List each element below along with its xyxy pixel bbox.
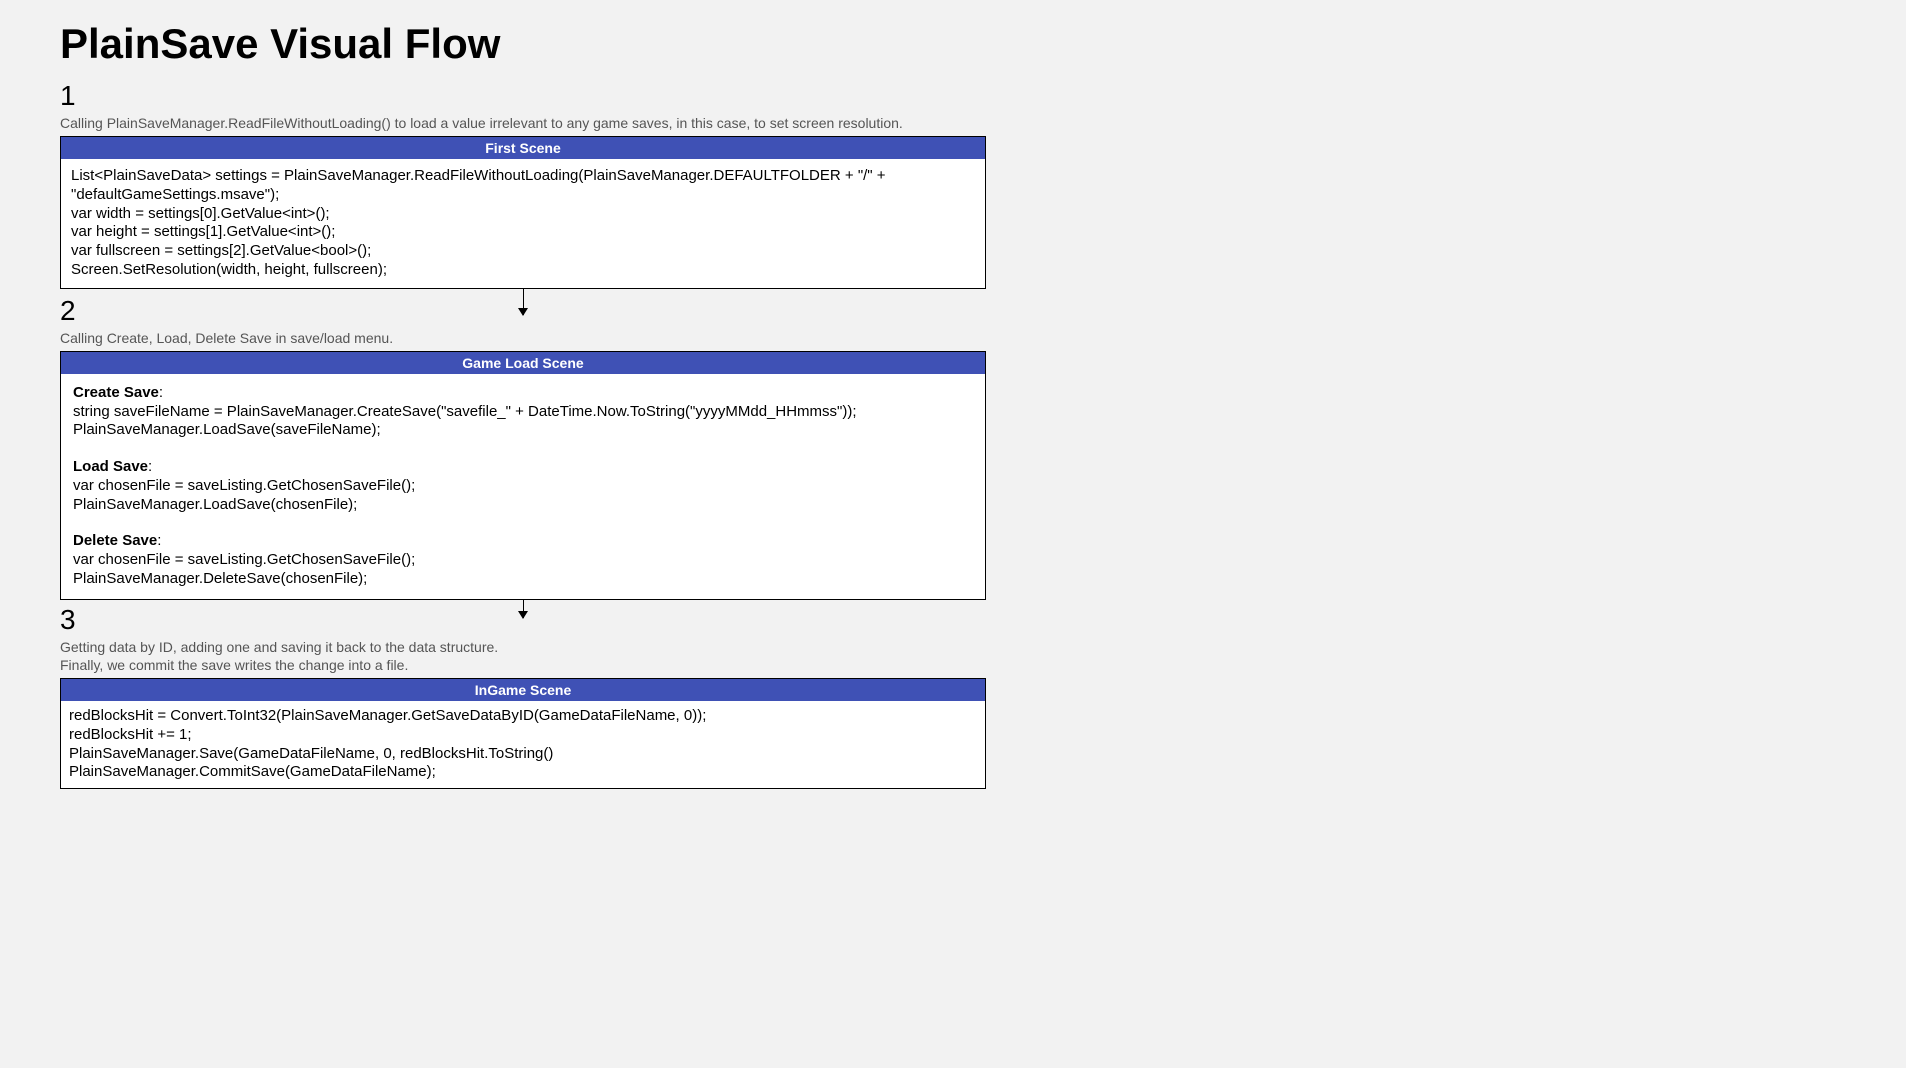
step-desc-3: Getting data by ID, adding one and savin…: [60, 638, 1846, 674]
label-load-save: Load Save: [73, 458, 148, 475]
step-1-box: First Scene List<PlainSaveData> settings…: [60, 136, 986, 289]
code-line: Create Save:: [73, 384, 973, 403]
step-1: 1 Calling PlainSaveManager.ReadFileWitho…: [60, 80, 1846, 289]
step-2-header: Game Load Scene: [61, 352, 985, 374]
step-3-box: InGame Scene redBlocksHit = Convert.ToIn…: [60, 678, 986, 789]
code-line: var chosenFile = saveListing.GetChosenSa…: [73, 551, 973, 570]
code-line: Load Save:: [73, 458, 973, 477]
code-line: string saveFileName = PlainSaveManager.C…: [73, 403, 973, 422]
step-1-header: First Scene: [61, 137, 985, 159]
step-2: 2 Calling Create, Load, Delete Save in s…: [60, 295, 1846, 600]
step-number-1: 1: [60, 80, 1846, 112]
label-suffix: :: [148, 458, 152, 475]
page-title: PlainSave Visual Flow: [60, 20, 1846, 68]
label-suffix: :: [159, 384, 163, 401]
code-line: redBlocksHit += 1;: [69, 726, 977, 745]
code-line: Screen.SetResolution(width, height, full…: [71, 261, 975, 280]
arrow-2-to-3: [60, 600, 986, 618]
step-desc-1: Calling PlainSaveManager.ReadFileWithout…: [60, 114, 1846, 132]
step-desc-2: Calling Create, Load, Delete Save in sav…: [60, 329, 1846, 347]
step-2-body: Create Save: string saveFileName = Plain…: [61, 374, 985, 599]
code-line: var fullscreen = settings[2].GetValue<bo…: [71, 242, 975, 261]
step-2-box: Game Load Scene Create Save: string save…: [60, 351, 986, 600]
code-line: var chosenFile = saveListing.GetChosenSa…: [73, 477, 973, 496]
code-line: var width = settings[0].GetValue<int>();: [71, 205, 975, 224]
label-create-save: Create Save: [73, 384, 159, 401]
label-suffix: :: [157, 532, 161, 549]
step-3-body: redBlocksHit = Convert.ToInt32(PlainSave…: [61, 701, 985, 788]
code-line: var height = settings[1].GetValue<int>()…: [71, 223, 975, 242]
blank-line: [73, 514, 973, 532]
arrow-head-icon: [518, 308, 528, 316]
code-line: PlainSaveManager.CommitSave(GameDataFile…: [69, 763, 977, 782]
code-line: PlainSaveManager.LoadSave(chosenFile);: [73, 496, 973, 515]
blank-line: [73, 440, 973, 458]
document-root: PlainSave Visual Flow 1 Calling PlainSav…: [60, 20, 1846, 789]
arrow-1-to-2: [60, 289, 986, 315]
code-line: Delete Save:: [73, 532, 973, 551]
step-3: 3 Getting data by ID, adding one and sav…: [60, 604, 1846, 789]
code-line: PlainSaveManager.LoadSave(saveFileName);: [73, 421, 973, 440]
step-1-body: List<PlainSaveData> settings = PlainSave…: [61, 159, 985, 288]
step-3-header: InGame Scene: [61, 679, 985, 701]
code-line: redBlocksHit = Convert.ToInt32(PlainSave…: [69, 707, 977, 726]
code-line: PlainSaveManager.DeleteSave(chosenFile);: [73, 570, 973, 589]
label-delete-save: Delete Save: [73, 532, 157, 549]
code-line: List<PlainSaveData> settings = PlainSave…: [71, 167, 975, 205]
arrow-head-icon: [518, 611, 528, 619]
code-line: PlainSaveManager.Save(GameDataFileName, …: [69, 745, 977, 764]
